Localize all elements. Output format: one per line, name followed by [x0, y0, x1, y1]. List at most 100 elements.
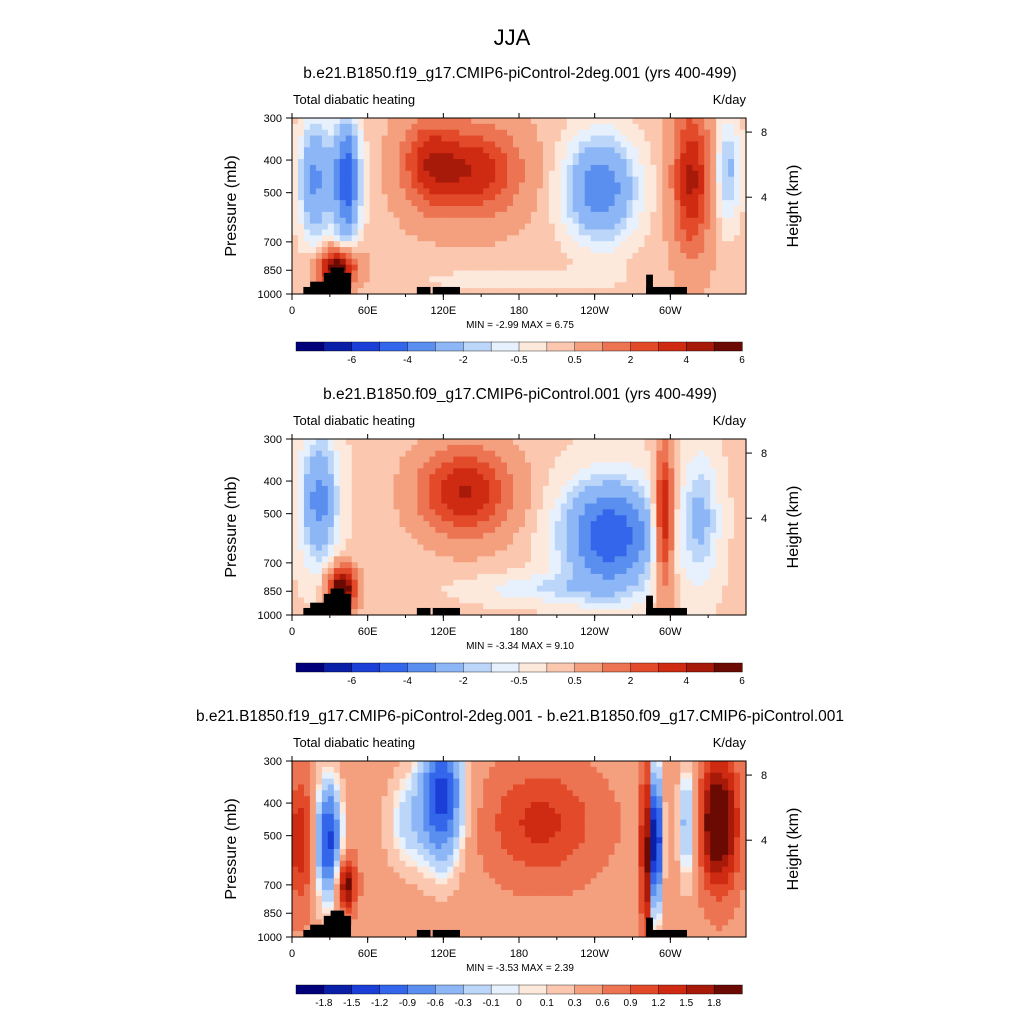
heatmap-cell — [530, 258, 538, 266]
heatmap-cell — [453, 153, 460, 160]
heatmap-cell — [554, 497, 562, 505]
heatmap-cell — [620, 159, 628, 166]
heatmap-cell — [572, 480, 580, 487]
heatmap-cell — [638, 176, 646, 184]
heatmap-cell — [692, 550, 699, 557]
heatmap-cell — [674, 264, 681, 272]
heatmap-cell — [686, 235, 693, 242]
heatmap-cell — [507, 282, 514, 289]
heatmap-cell — [429, 485, 436, 493]
heatmap-cell — [375, 129, 383, 137]
heatmap-cell — [668, 597, 675, 604]
heatmap-cell — [375, 591, 383, 598]
heatmap-cell — [321, 153, 329, 160]
heatmap-cell — [554, 164, 562, 172]
heatmap-cell — [327, 480, 335, 487]
heatmap-cell — [387, 591, 395, 598]
heatmap-cell — [536, 579, 544, 587]
heatmap-cell — [626, 241, 634, 248]
heatmap-cell — [650, 252, 657, 260]
heatmap-cell — [620, 568, 628, 575]
heatmap-cell — [333, 252, 341, 260]
y2-tick-label: 4 — [761, 513, 767, 525]
heatmap-cell — [620, 579, 628, 587]
heatmap-cell — [710, 497, 717, 505]
heatmap-cell — [638, 118, 646, 125]
heatmap-cell — [453, 252, 460, 260]
heatmap-cell — [554, 282, 562, 289]
heatmap-cell — [650, 573, 657, 581]
heatmap-cell — [740, 439, 747, 446]
heatmap-cell — [662, 194, 669, 201]
heatmap-cell — [405, 206, 413, 213]
heatmap-cell — [560, 211, 568, 219]
heatmap-cell — [542, 568, 550, 575]
heatmap-cell — [399, 468, 407, 475]
heatmap-cell — [578, 579, 586, 587]
heatmap-cell — [501, 153, 508, 160]
heatmap-cell — [351, 141, 359, 148]
heatmap-cell — [722, 118, 729, 125]
heatmap-cell — [381, 562, 389, 569]
heatmap-cell — [602, 491, 610, 499]
heatmap-cell — [728, 497, 735, 505]
heatmap-cell — [566, 129, 574, 137]
heatmap-cell — [674, 270, 681, 277]
heatmap-cell — [501, 258, 508, 266]
heatmap-cell — [710, 456, 717, 464]
heatmap-cell — [692, 258, 699, 266]
heatmap-cell — [339, 235, 347, 242]
heatmap-cell — [309, 450, 317, 458]
heatmap-cell — [572, 439, 580, 446]
heatmap-cell — [459, 450, 466, 458]
heatmap-cell — [536, 276, 544, 283]
heatmap-cell — [554, 468, 562, 475]
heatmap-cell — [566, 568, 574, 575]
heatmap-cell — [375, 182, 383, 189]
heatmap-cell — [740, 485, 747, 493]
heatmap-cell — [578, 182, 586, 189]
colorbar-label: -6 — [347, 676, 356, 687]
heatmap-cell — [321, 141, 329, 148]
heatmap-cell — [519, 270, 526, 277]
heatmap-cell — [489, 182, 496, 189]
heatmap-cell — [740, 591, 747, 598]
heatmap-cell — [303, 474, 311, 481]
heatmap-cell — [656, 603, 663, 610]
heatmap-cell — [662, 170, 669, 178]
heatmap-cell — [399, 503, 407, 510]
heatmap-cell — [303, 258, 311, 266]
heatmap-cell — [453, 229, 460, 236]
heatmap-cell — [548, 282, 556, 289]
heatmap-cell — [351, 485, 359, 493]
heatmap-cell — [668, 515, 675, 522]
heatmap-cell — [507, 439, 514, 446]
heatmap-cell — [728, 585, 735, 593]
colorbar-swatch — [463, 341, 492, 352]
heatmap-cell — [590, 188, 598, 195]
heatmap-cell — [399, 118, 407, 125]
heatmap-cell — [650, 217, 657, 225]
heatmap-cell — [519, 147, 526, 154]
heatmap-cell — [429, 153, 436, 160]
heatmap-cell — [513, 153, 520, 160]
heatmap-cell — [465, 164, 472, 172]
heatmap-cell — [572, 456, 580, 464]
heatmap-cell — [692, 544, 699, 552]
heatmap-cell — [692, 217, 699, 225]
heatmap-cell — [614, 497, 622, 505]
heatmap-cell — [524, 123, 532, 131]
heatmap-cell — [590, 521, 598, 528]
heatmap-cell — [680, 480, 687, 487]
heatmap-cell — [375, 538, 383, 546]
heatmap-cell — [734, 450, 741, 458]
heatmap-cell — [363, 206, 371, 213]
heatmap-cell — [375, 200, 383, 207]
heatmap-cell — [650, 235, 657, 242]
heatmap-cell — [321, 568, 329, 575]
heatmap-cell — [722, 474, 729, 481]
heatmap-cell — [638, 456, 646, 464]
heatmap-cell — [560, 282, 568, 289]
heatmap-cell — [459, 147, 466, 154]
heatmap-cell — [507, 206, 514, 213]
